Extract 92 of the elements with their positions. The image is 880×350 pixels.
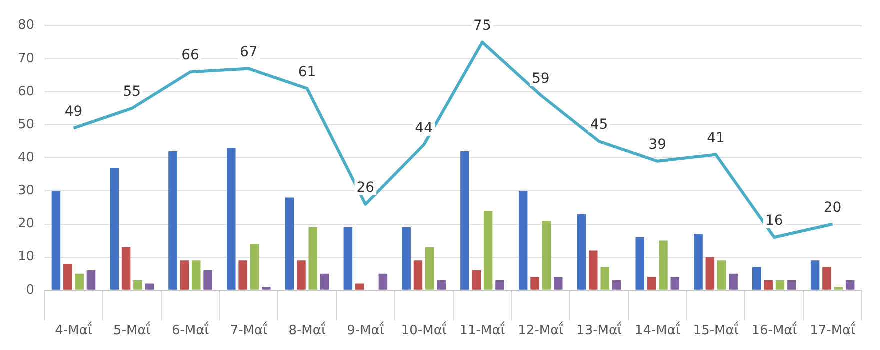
bar [426,247,434,290]
data-label: 61 [298,64,316,80]
data-label: 44 [415,120,434,137]
bar [402,228,411,290]
bar [706,257,715,290]
data-label: 67 [240,44,258,60]
x-tick-label: 10-Μαΐ [401,322,448,339]
data-label: 45 [590,117,608,134]
y-tick-label: 80 [18,18,35,34]
bar [110,168,119,290]
y-tick-label: 40 [18,150,35,166]
x-tick-label: 12-Μαΐ [518,322,564,339]
bar [659,240,668,290]
x-tick-label: 5-Μαΐ [114,322,152,339]
bar [262,287,271,290]
bar [810,260,820,290]
y-tick-label: 50 [18,117,35,132]
bar [122,247,131,290]
bar [378,274,388,290]
y-tick-label: 70 [18,51,35,66]
bar [636,237,644,290]
bar [600,267,610,290]
x-tick-label: 8-Μαΐ [288,322,326,339]
bar [285,198,294,290]
bar [238,260,248,290]
bar [554,277,563,290]
bar [776,280,785,290]
bar [530,277,540,290]
bar [227,148,236,290]
data-label: 39 [648,137,667,154]
y-tick-label: 20 [18,216,35,232]
data-label: 55 [123,84,142,100]
bar [496,280,504,290]
bar [192,260,201,290]
bar [518,191,528,290]
x-tick-label: 11-Μαΐ [460,322,506,339]
bar [297,260,306,290]
bar [729,274,738,290]
data-label: 20 [824,200,842,216]
bar [134,280,142,290]
data-label: 16 [766,213,784,230]
x-tick-label: 4-Μαΐ [55,322,93,339]
bar [414,260,423,290]
y-tick-label: 10 [18,250,35,265]
data-label: 26 [356,180,375,196]
bar [670,277,680,290]
bar [612,280,622,290]
data-label: 41 [707,130,725,146]
bar [542,220,552,290]
y-tick-label: 0 [26,282,35,298]
bar [694,234,703,290]
bar [647,277,656,290]
bar [320,274,330,290]
x-tick-label: 6-Μαΐ [172,322,210,339]
bar [834,287,844,290]
data-label: 59 [532,70,550,87]
bar [460,151,470,290]
y-tick-label: 60 [18,84,35,100]
x-tick-label: 15-Μαΐ [693,322,740,339]
bar [752,267,762,290]
bar [484,211,493,290]
bar [788,280,796,290]
bar [86,270,96,290]
x-tick-label: 14-Μαΐ [634,322,681,339]
bar [52,191,61,290]
bar [437,280,446,290]
x-tick-label: 9-Μαΐ [347,322,385,339]
y-tick-label: 30 [18,184,35,199]
x-tick-label: 13-Μαΐ [576,322,623,339]
bar [204,270,212,290]
bar [577,214,586,290]
bar [344,228,353,290]
x-tick-label: 7-Μαΐ [230,322,268,339]
bar [717,260,726,290]
data-label: 49 [64,104,83,120]
bar [145,284,154,290]
data-label: 75 [474,18,492,34]
bar [180,260,190,290]
bar [846,280,855,290]
bar [250,244,260,290]
bar [168,151,178,290]
bar [75,274,84,290]
bar [822,267,832,290]
bar [308,228,318,290]
bar [472,270,482,290]
bar [764,280,773,290]
bar [64,264,72,290]
bar [355,284,364,290]
x-tick-label: 16-Μαΐ [752,322,798,339]
data-label: 66 [182,48,200,64]
bar [589,250,598,290]
x-tick-label: 17-Μαΐ [810,322,856,339]
